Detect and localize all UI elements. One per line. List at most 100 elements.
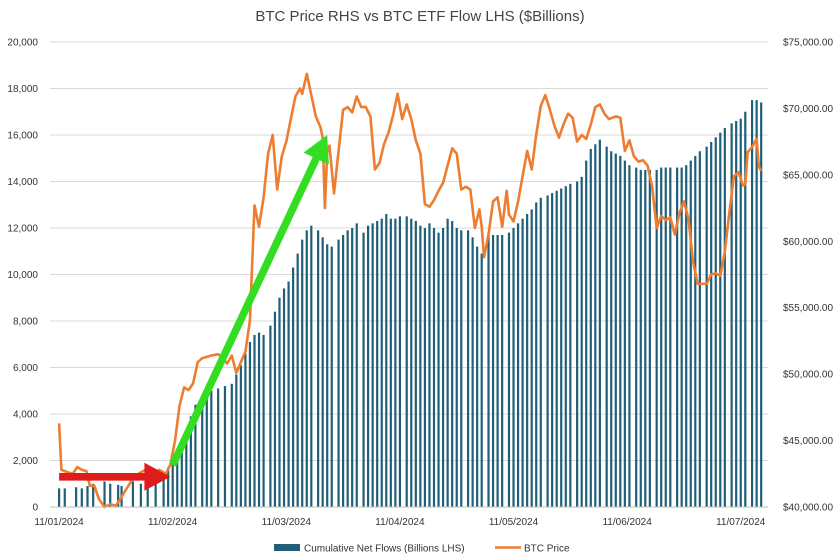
flow-bar [619, 155, 622, 508]
flow-bar [301, 239, 304, 507]
flow-bar [419, 225, 422, 508]
flow-bar [719, 132, 722, 508]
flow-bar [371, 223, 374, 507]
flow-bar [167, 467, 170, 507]
legend-swatch-flows [274, 544, 300, 551]
flow-bar [460, 230, 463, 507]
flow-bar [664, 167, 667, 508]
chart-title: BTC Price RHS vs BTC ETF Flow LHS ($Bill… [255, 8, 584, 25]
flow-bar [535, 202, 538, 508]
y-left-tick-label: 2,000 [13, 456, 38, 467]
flow-bar [86, 486, 89, 507]
flow-bar [610, 151, 613, 507]
flow-bar [310, 225, 313, 508]
x-tick-label: 11/07/2024 [716, 517, 766, 528]
flow-bar [594, 144, 597, 508]
y-left-tick-label: 0 [32, 503, 38, 514]
flow-bar [569, 183, 572, 507]
red-arrow [59, 462, 171, 491]
flow-bar [598, 139, 601, 507]
y-left-tick-label: 10,000 [7, 270, 38, 281]
flow-bar [710, 141, 713, 507]
y-left-tick-label: 14,000 [7, 177, 38, 188]
flow-bar [714, 137, 717, 507]
flow-bar [555, 190, 558, 508]
flow-bar [521, 218, 524, 507]
flow-bar [235, 374, 238, 507]
flow-bar [487, 232, 490, 507]
flow-bar [180, 441, 183, 507]
flow-bar [337, 239, 340, 507]
flow-bar [755, 100, 758, 507]
flow-bar [471, 237, 474, 508]
flow-bar [185, 430, 188, 507]
flow-bar [589, 148, 592, 507]
flow-bar [103, 481, 106, 507]
flow-bar [346, 230, 349, 507]
flow-bar [560, 188, 563, 507]
x-tick-label: 11/03/2024 [262, 517, 312, 528]
flow-bar [655, 169, 658, 507]
flow-bar [162, 472, 165, 507]
y-right-tick-label: $40,000.00 [783, 503, 833, 514]
flow-bar [446, 218, 449, 507]
flow-bar [282, 288, 286, 507]
flow-bar [480, 253, 483, 507]
flow-bar [551, 193, 554, 507]
flow-bar [428, 223, 431, 507]
flow-bar [63, 488, 66, 507]
green-arrow [169, 135, 329, 467]
flow-bar [750, 100, 754, 507]
y-right-tick-label: $50,000.00 [783, 370, 833, 381]
flow-bar [253, 334, 256, 507]
x-axis: 11/01/2024 11/02/2024 11/03/2024 11/04/2024… [34, 506, 768, 528]
flow-bar [512, 228, 515, 507]
flow-bar [205, 393, 208, 507]
flow-bar [376, 221, 379, 507]
flow-bar [239, 365, 242, 507]
flow-bar [57, 488, 61, 507]
flow-bar [244, 353, 247, 507]
flow-bar [189, 416, 192, 507]
x-tick-label: 11/05/2024 [489, 517, 539, 528]
flow-bar [217, 388, 220, 507]
flow-bar [342, 234, 345, 507]
flow-bar [367, 225, 370, 508]
flow-bar [496, 234, 499, 507]
flow-bar [530, 209, 533, 507]
flow-bar [398, 216, 402, 507]
flow-bar [648, 169, 651, 507]
flow-bar [405, 216, 408, 507]
flow-bar [644, 169, 647, 507]
flow-bar [689, 160, 692, 507]
flow-bar [269, 325, 272, 507]
y-right-tick-label: $70,000.00 [783, 104, 833, 115]
x-tick-label: 11/06/2024 [602, 517, 652, 528]
flow-bar [389, 218, 392, 507]
flow-bar [507, 232, 511, 507]
flow-bar [117, 484, 120, 507]
flow-bar [580, 176, 583, 507]
y-right-tick-label: $60,000.00 [783, 237, 833, 248]
flow-bar [694, 155, 697, 508]
flow-bar [585, 160, 588, 507]
flow-bar [660, 167, 663, 508]
flow-bar [330, 246, 333, 507]
right-axis: $40,000.00 $45,000.00 $50,000.00 $55,000.00… [783, 38, 833, 514]
y-left-tick-label: 8,000 [13, 317, 38, 328]
flow-bar [669, 167, 672, 508]
y-right-tick-label: $45,000.00 [783, 436, 833, 447]
flow-bar [744, 111, 747, 507]
flow-bar [698, 151, 701, 507]
flow-bar [109, 483, 112, 507]
flow-bar [257, 332, 261, 507]
flow-bar [623, 160, 626, 507]
bar-series [57, 100, 763, 508]
flow-bar [210, 390, 213, 507]
y-left-tick-label: 20,000 [7, 38, 38, 49]
flow-bar [92, 483, 95, 507]
flow-bar [735, 121, 738, 508]
flow-bar [676, 167, 679, 508]
flow-bar [380, 218, 383, 507]
